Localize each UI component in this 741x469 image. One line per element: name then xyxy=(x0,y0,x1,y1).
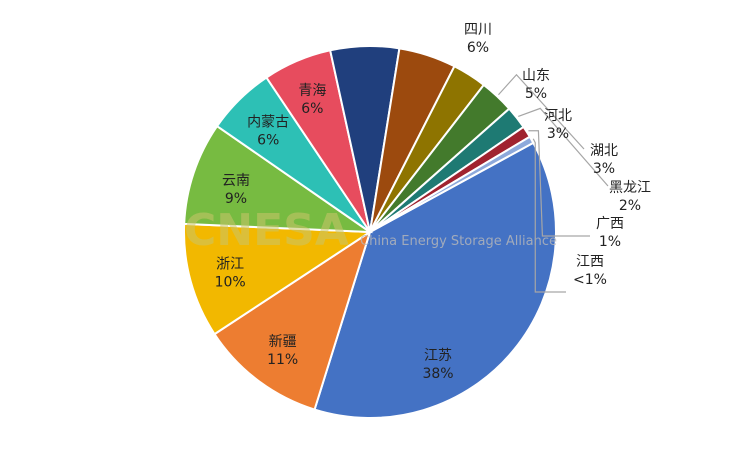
pie-slices xyxy=(183,45,557,419)
slice-label-name: 山东 xyxy=(522,68,550,84)
slice-label-percent: 3% xyxy=(547,126,569,142)
slice-label-percent: 6% xyxy=(301,101,323,117)
slice-label-name: 黑龙江 xyxy=(609,180,651,196)
slice-label-percent: 1% xyxy=(599,234,621,250)
leader-lines xyxy=(498,73,609,293)
leader-line xyxy=(518,107,609,187)
watermark-logo: CNESA xyxy=(184,205,349,256)
slice-label-name: 广西 xyxy=(596,216,624,232)
slice-label-percent: 38% xyxy=(422,366,453,382)
slice-label-percent: 3% xyxy=(593,161,615,177)
pie-slice xyxy=(313,141,557,419)
slice-label-name: 云南 xyxy=(222,173,250,189)
leader-line xyxy=(498,73,585,150)
pie-slice xyxy=(213,229,372,411)
slice-label-percent: <1% xyxy=(573,272,607,288)
slice-label-name: 四川 xyxy=(464,22,492,38)
leader-line xyxy=(528,130,590,237)
pie-slice xyxy=(183,222,374,336)
slice-label-name: 新疆 xyxy=(269,334,297,350)
slice-labels: 江苏 38% 新疆 11% 浙江 10% 云南 9% 内蒙古 6% 青海 6% 四川 6% 山东 5% 河北 3%… xyxy=(215,22,651,382)
pie-slice xyxy=(369,135,535,233)
slice-label-name: 内蒙古 xyxy=(247,115,289,131)
slice-label-percent: 5% xyxy=(525,86,547,102)
pie-slice xyxy=(183,124,374,234)
slice-label-name: 河北 xyxy=(544,108,572,124)
slice-label-percent: 11% xyxy=(267,352,298,368)
slice-label-percent: 2% xyxy=(619,198,641,214)
leader-line xyxy=(532,138,566,293)
watermark-text: China Energy Storage Alliance xyxy=(360,234,557,249)
slice-label-name: 青海 xyxy=(298,83,326,99)
slice-label-percent: 9% xyxy=(225,191,247,207)
slice-label-name: 江苏 xyxy=(424,348,452,364)
slice-label-percent: 6% xyxy=(257,133,279,149)
slice-label-percent: 6% xyxy=(467,40,489,56)
watermark: CNESA China Energy Storage Alliance xyxy=(184,205,557,256)
slice-label-name: 浙江 xyxy=(216,257,244,273)
slice-label-name: 江西 xyxy=(576,254,604,270)
slice-label-name: 湖北 xyxy=(590,143,618,159)
slice-label-percent: 10% xyxy=(215,275,246,291)
